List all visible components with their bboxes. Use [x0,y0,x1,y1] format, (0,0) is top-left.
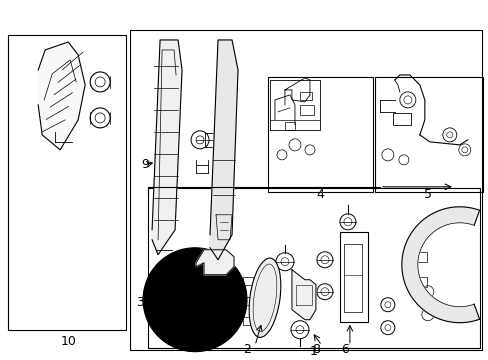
Bar [339,232,367,322]
Bar [414,277,426,287]
Polygon shape [196,250,234,275]
Text: 5: 5 [423,188,431,201]
Bar [207,258,222,270]
Bar [392,113,410,125]
Bar [343,244,361,312]
Polygon shape [38,42,85,150]
Text: 3: 3 [136,296,144,309]
Text: 7: 7 [182,285,190,298]
Bar [267,77,372,192]
Bar [299,92,311,100]
Polygon shape [210,40,238,260]
Bar [285,122,294,130]
Bar [8,35,126,330]
Text: 9: 9 [141,158,149,171]
Bar [148,188,479,348]
Bar [204,133,215,147]
Bar [243,277,252,285]
Text: 2: 2 [243,343,250,356]
Text: 1: 1 [309,345,317,358]
Bar [243,317,252,325]
Polygon shape [401,207,479,323]
Circle shape [143,248,246,352]
Bar [130,30,481,350]
Text: 6: 6 [340,343,348,356]
Bar [299,105,313,115]
Text: 4: 4 [315,188,323,201]
Polygon shape [291,270,315,320]
Ellipse shape [248,258,280,337]
Text: 8: 8 [311,343,319,356]
Text: 10: 10 [60,335,76,348]
Bar [414,252,426,262]
Bar [243,297,252,305]
Bar [374,77,482,192]
Polygon shape [152,40,182,255]
